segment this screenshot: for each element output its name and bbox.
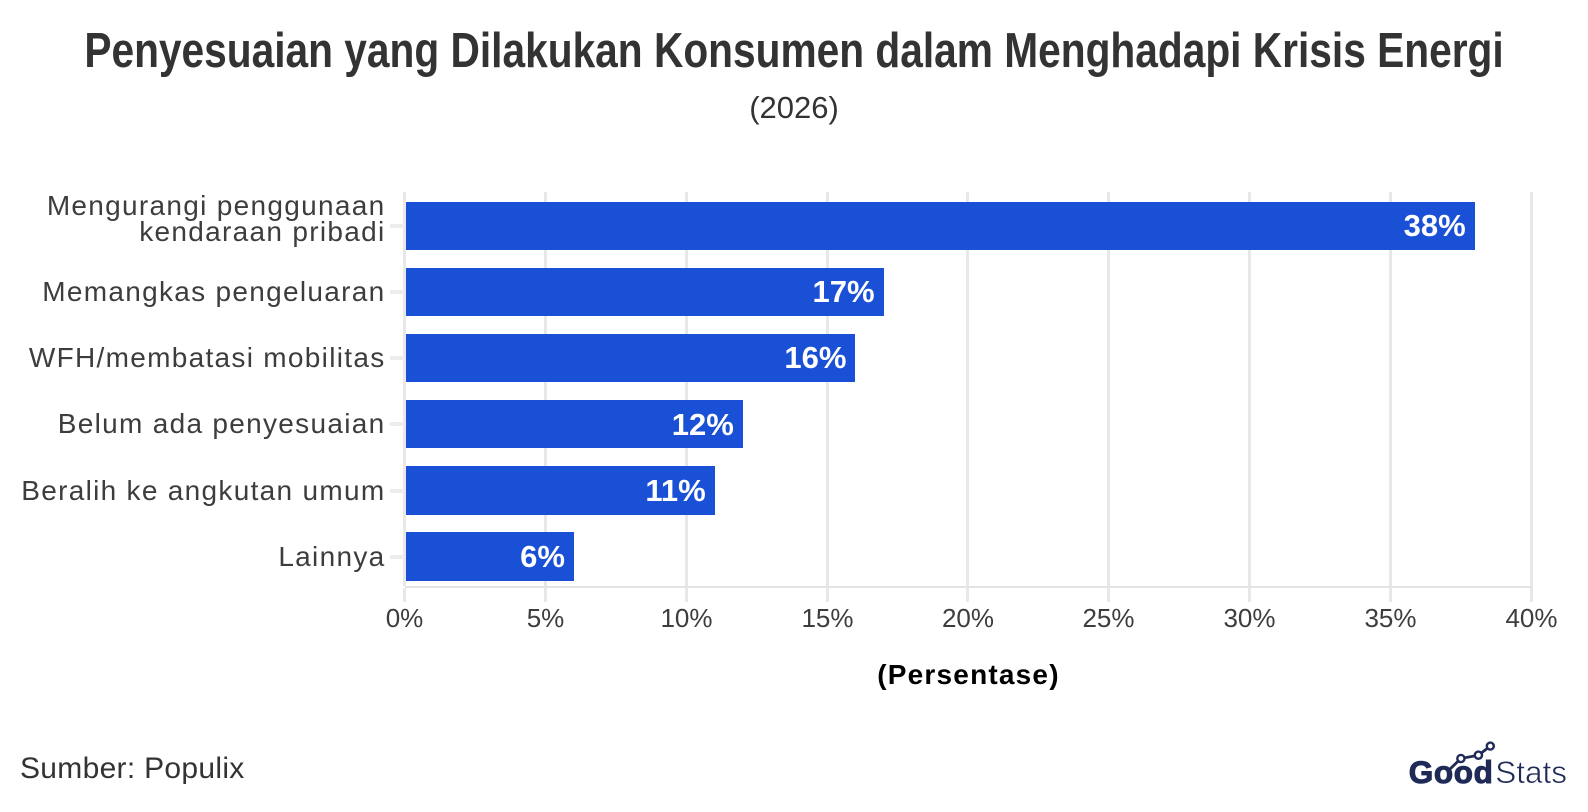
svg-text:Stats: Stats <box>1495 754 1567 790</box>
